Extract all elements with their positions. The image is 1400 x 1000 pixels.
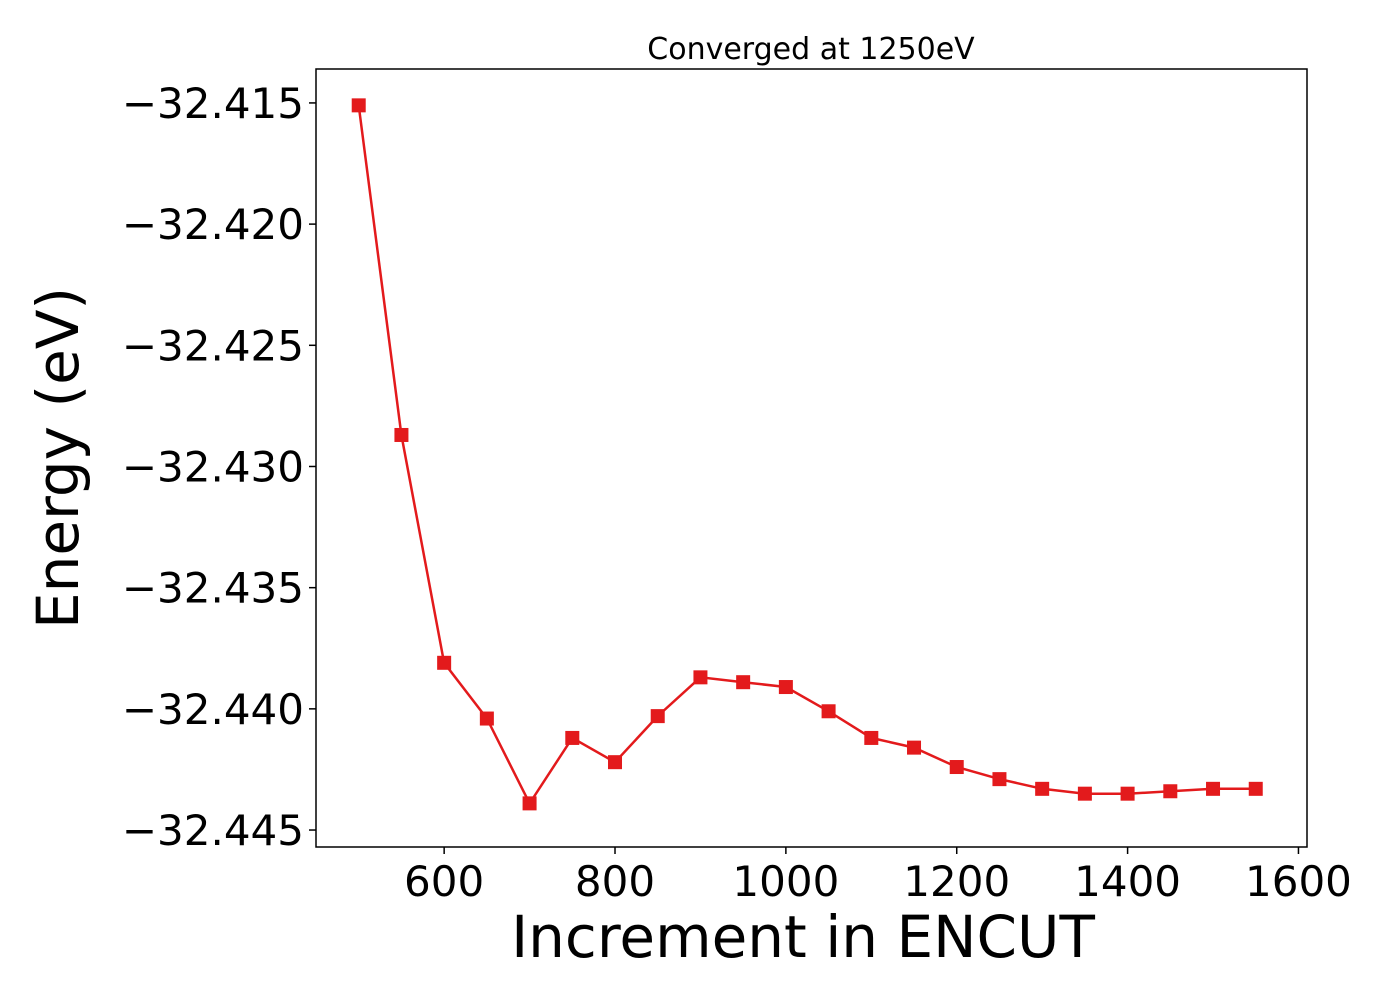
x-tick-label: 600 <box>404 857 484 906</box>
y-tick-label: −32.425 <box>122 321 304 370</box>
data-point <box>1248 781 1263 796</box>
data-point <box>1120 786 1135 801</box>
x-tick-label: 1400 <box>1074 857 1181 906</box>
data-point <box>437 655 452 670</box>
series-group <box>351 98 1263 811</box>
y-axis-ticks: −32.415 −32.420 −32.425 −32.430 −32.435 −32.4… <box>122 79 316 855</box>
data-point <box>1077 786 1092 801</box>
data-point <box>1163 784 1178 799</box>
data-point <box>565 730 580 745</box>
data-point <box>608 755 623 770</box>
data-point <box>479 711 494 726</box>
data-point <box>778 680 793 695</box>
data-point <box>1206 781 1221 796</box>
x-tick-label: 1000 <box>732 857 839 906</box>
x-tick-label: 800 <box>575 857 655 906</box>
y-tick-label: −32.420 <box>122 200 304 249</box>
plot-area <box>315 68 1308 848</box>
y-tick-label: −32.430 <box>122 442 304 491</box>
y-tick-label: −32.440 <box>122 685 304 734</box>
data-point <box>992 772 1007 787</box>
data-point <box>864 730 879 745</box>
x-tick-label: 1200 <box>903 857 1010 906</box>
data-point <box>693 670 708 685</box>
y-tick-label: −32.435 <box>122 564 304 613</box>
data-point <box>736 675 751 690</box>
y-tick-label: −32.415 <box>122 79 304 128</box>
data-point <box>1035 781 1050 796</box>
data-point <box>821 704 836 719</box>
data-point <box>394 427 409 442</box>
y-tick-label: −32.445 <box>122 806 304 855</box>
chart-title: Converged at 1250eV <box>647 32 975 67</box>
x-tick-label: 1600 <box>1245 857 1352 906</box>
series-line <box>357 105 1256 806</box>
data-point <box>907 740 922 755</box>
data-point <box>650 709 665 724</box>
x-axis-label: Increment in ENCUT <box>511 903 1095 971</box>
data-point <box>949 760 964 775</box>
x-axis-ticks: 600 800 1000 1200 1400 1600 <box>404 847 1352 906</box>
y-axis-label: Energy (eV) <box>24 287 92 629</box>
data-point <box>522 796 537 811</box>
data-point <box>351 98 366 113</box>
